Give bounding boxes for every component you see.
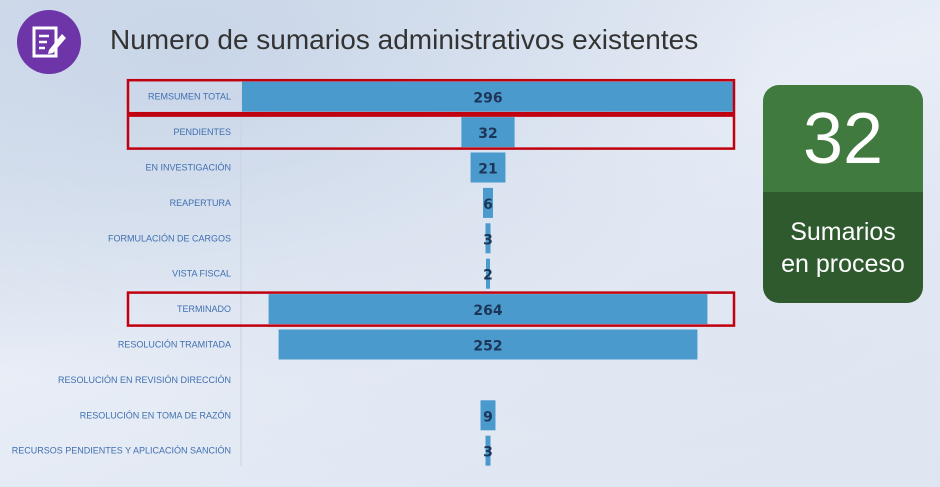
bar bbox=[483, 187, 493, 218]
bar bbox=[278, 329, 698, 360]
kpi-card: 32 Sumarios en proceso bbox=[763, 85, 923, 303]
bar-value-label: 6 bbox=[483, 197, 493, 213]
form-edit-icon bbox=[32, 26, 66, 58]
kpi-label-line1: Sumarios bbox=[790, 217, 896, 246]
highlight-box bbox=[126, 78, 736, 115]
category-label: EN INVESTIGACIÓN bbox=[145, 163, 231, 173]
kpi-label-line2: en proceso bbox=[781, 249, 905, 278]
app-logo bbox=[17, 10, 81, 74]
highlight-box bbox=[126, 291, 736, 327]
kpi-label: Sumarios en proceso bbox=[763, 192, 923, 303]
bar bbox=[461, 117, 515, 148]
bar-value-label: 264 bbox=[473, 303, 502, 319]
category-label: RECURSOS PENDIENTES Y APLICACIÓN SANCIÓN bbox=[12, 446, 231, 456]
bar-value-label: 252 bbox=[473, 339, 502, 355]
bar bbox=[470, 152, 506, 183]
bar-value-label: 32 bbox=[478, 126, 497, 142]
highlight-box bbox=[126, 114, 736, 150]
bar-value-label: 21 bbox=[478, 162, 497, 178]
bar-value-label: 3 bbox=[483, 445, 493, 461]
bar-value-label: 296 bbox=[473, 91, 502, 107]
category-label: VISTA FISCAL bbox=[172, 269, 231, 279]
page-title: Numero de sumarios administrativos exist… bbox=[110, 24, 699, 55]
bar-value-label: 2 bbox=[483, 268, 493, 284]
bar bbox=[485, 435, 491, 466]
bar bbox=[486, 258, 490, 289]
category-label: FORMULACIÓN DE CARGOS bbox=[108, 233, 231, 243]
category-label: REMSUMEN TOTAL bbox=[148, 92, 231, 102]
category-label: RESOLUCIÓN EN REVISIÓN DIRECCIÓN bbox=[58, 375, 231, 385]
category-label: RESOLUCIÓN TRAMITADA bbox=[118, 340, 231, 350]
bar bbox=[480, 400, 496, 431]
kpi-value: 32 bbox=[763, 85, 923, 192]
bar-value-label: 3 bbox=[483, 232, 493, 248]
category-label: RESOLUCIÓN EN TOMA DE RAZÓN bbox=[80, 410, 231, 420]
bar bbox=[242, 81, 734, 112]
category-label: REAPERTURA bbox=[170, 198, 231, 208]
bar bbox=[485, 223, 491, 254]
category-label: TERMINADO bbox=[177, 304, 231, 314]
bar bbox=[268, 294, 708, 325]
category-label: PENDIENTES bbox=[173, 127, 231, 137]
bar-value-label: 9 bbox=[483, 409, 493, 425]
